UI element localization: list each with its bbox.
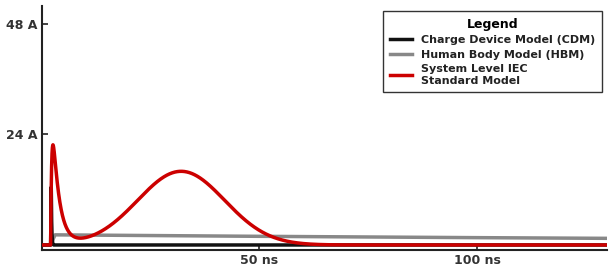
Legend: Charge Device Model (CDM), Human Body Model (HBM), System Level IEC
Standard Mod: Charge Device Model (CDM), Human Body Mo…	[383, 11, 602, 92]
